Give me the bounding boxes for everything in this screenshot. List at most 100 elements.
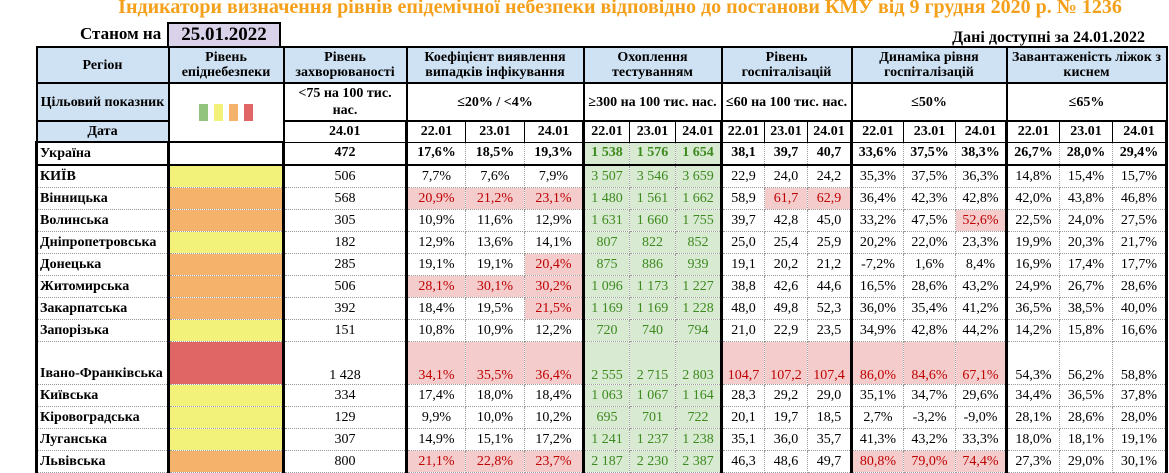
testing-cell: 3 546 — [629, 165, 676, 188]
beds-cell: 36,5% — [1059, 384, 1113, 407]
header-coef: Коефіцієнт виявлення випадків інфікуванн… — [405, 46, 585, 84]
epidemic-level-cell — [168, 253, 285, 276]
incidence-cell: 1 428 — [283, 341, 408, 385]
coef-cell: 12,9% — [406, 231, 466, 254]
hosp-cell: 107,2 — [764, 341, 808, 385]
date-hosp-0: 22.01 — [721, 120, 765, 143]
beds-cell: 28,1% — [1006, 406, 1060, 429]
coef-cell: 14,1% — [524, 231, 585, 254]
dyn-cell: 36,4% — [851, 187, 904, 210]
region-name: Закарпатська — [35, 297, 170, 320]
hosp-cell: 38,8 — [721, 275, 765, 298]
dyn-cell: 67,1% — [955, 341, 1008, 385]
hosp-cell: 58,9 — [721, 187, 765, 210]
epidemic-level-cell — [168, 142, 285, 166]
dyn-cell: 47,5% — [903, 209, 956, 232]
coef-cell: 9,9% — [406, 406, 466, 429]
dyn-cell: 23,3% — [955, 231, 1008, 254]
coef-cell: 21,5% — [524, 297, 585, 320]
incidence-cell: 305 — [283, 209, 408, 232]
coef-cell: 17,4% — [406, 384, 466, 407]
data-available-label: Дані доступні за 24.01.2022 — [952, 29, 1145, 46]
date-hosp-2: 24.01 — [807, 120, 853, 143]
testing-cell: 2 715 — [629, 341, 676, 385]
epidemic-level-cell — [168, 165, 285, 188]
beds-cell: 15,4% — [1059, 165, 1113, 188]
beds-cell: 27,3% — [1006, 450, 1060, 473]
hosp-cell: 21,0 — [721, 319, 765, 342]
dyn-cell: 33,2% — [851, 209, 904, 232]
date-dyn-1: 23.01 — [903, 120, 956, 143]
beds-cell: 17,7% — [1112, 253, 1168, 276]
hosp-cell: 25,4 — [764, 231, 808, 254]
beds-cell: 28,0% — [1059, 142, 1113, 166]
beds-cell: 36,5% — [1006, 297, 1060, 320]
date-testing-0: 22.01 — [583, 120, 630, 143]
hosp-cell: 29,2 — [764, 384, 808, 407]
epidemic-level-cell — [168, 209, 285, 232]
hosp-cell: 35,1 — [721, 428, 765, 451]
table-row: Дніпропетровська 182 12,9% 13,6% 14,1% 807 822… — [35, 231, 1168, 254]
coef-cell: 19,1% — [406, 253, 466, 276]
target-testing: ≥300 на 100 тис. нас. — [582, 82, 723, 122]
dyn-cell: 29,6% — [955, 384, 1008, 407]
target-dyn: ≤50% — [850, 82, 1008, 122]
hosp-cell: 104,7 — [721, 341, 765, 385]
beds-cell: 28,6% — [1059, 406, 1113, 429]
hosp-cell: 35,7 — [807, 428, 853, 451]
coef-cell: 28,1% — [406, 275, 466, 298]
incidence-cell: 506 — [283, 275, 408, 298]
hosp-cell: 24,0 — [764, 165, 808, 188]
red-swatch-icon — [244, 104, 253, 122]
region-name: Волинська — [35, 209, 170, 232]
testing-cell: 1 631 — [583, 209, 630, 232]
incidence-cell: 182 — [283, 231, 408, 254]
testing-cell: 1 096 — [583, 275, 630, 298]
date-coef-0: 22.01 — [406, 120, 466, 143]
region-name: Донецька — [35, 253, 170, 276]
epidemic-level-cell — [168, 231, 285, 254]
beds-cell: 42,0% — [1006, 187, 1060, 210]
indicator-table: Регіон Рівень епіднебезпеки Рівень захво… — [35, 46, 1168, 473]
testing-cell: 3 659 — [675, 165, 723, 188]
testing-cell: 701 — [629, 406, 676, 429]
testing-cell: 1 576 — [629, 142, 676, 166]
beds-cell: 22,5% — [1006, 209, 1060, 232]
table-row: Вінницька 568 20,9% 21,2% 23,1% 1 480 1 561 1 6… — [35, 187, 1168, 210]
incidence-cell: 334 — [283, 384, 408, 407]
beds-cell: 16,6% — [1112, 319, 1168, 342]
testing-cell: 1 241 — [583, 428, 630, 451]
incidence-cell: 151 — [283, 319, 408, 342]
region-name: Кіровоградська — [35, 406, 170, 429]
region-name: Запорізька — [35, 319, 170, 342]
green-swatch-icon — [199, 104, 208, 122]
incidence-cell: 285 — [283, 253, 408, 276]
coef-cell: 7,7% — [406, 165, 466, 188]
beds-cell: 29,4% — [1112, 142, 1168, 166]
date-testing-2: 24.01 — [675, 120, 723, 143]
testing-cell: 2 555 — [583, 341, 630, 385]
dyn-cell: 43,2% — [955, 275, 1008, 298]
header-row: Регіон Рівень епіднебезпеки Рівень захво… — [35, 46, 1168, 84]
dyn-cell: -3,2% — [903, 406, 956, 429]
dyn-cell: 84,6% — [903, 341, 956, 385]
hosp-cell: 42,6 — [764, 275, 808, 298]
testing-cell: 1 228 — [675, 297, 723, 320]
testing-cell: 1 480 — [583, 187, 630, 210]
header-hosp: Рівень госпіталізацій — [720, 46, 853, 84]
coef-cell: 30,1% — [465, 275, 525, 298]
testing-cell: 1 173 — [629, 275, 676, 298]
table-row: Кіровоградська 129 9,9% 10,0% 10,2% 695 701 722… — [35, 406, 1168, 429]
epidemic-level-cell — [168, 384, 285, 407]
testing-cell: 1 538 — [583, 142, 630, 166]
hosp-cell: 24,2 — [807, 165, 853, 188]
testing-cell: 1 662 — [675, 187, 723, 210]
epidemic-level-cell — [168, 187, 285, 210]
testing-cell: 1 237 — [629, 428, 676, 451]
dyn-cell: 8,4% — [955, 253, 1008, 276]
incidence-cell: 568 — [283, 187, 408, 210]
incidence-cell: 472 — [283, 142, 408, 166]
hosp-cell: 23,5 — [807, 319, 853, 342]
coef-cell: 10,2% — [524, 406, 585, 429]
region-name: Луганська — [35, 428, 170, 451]
